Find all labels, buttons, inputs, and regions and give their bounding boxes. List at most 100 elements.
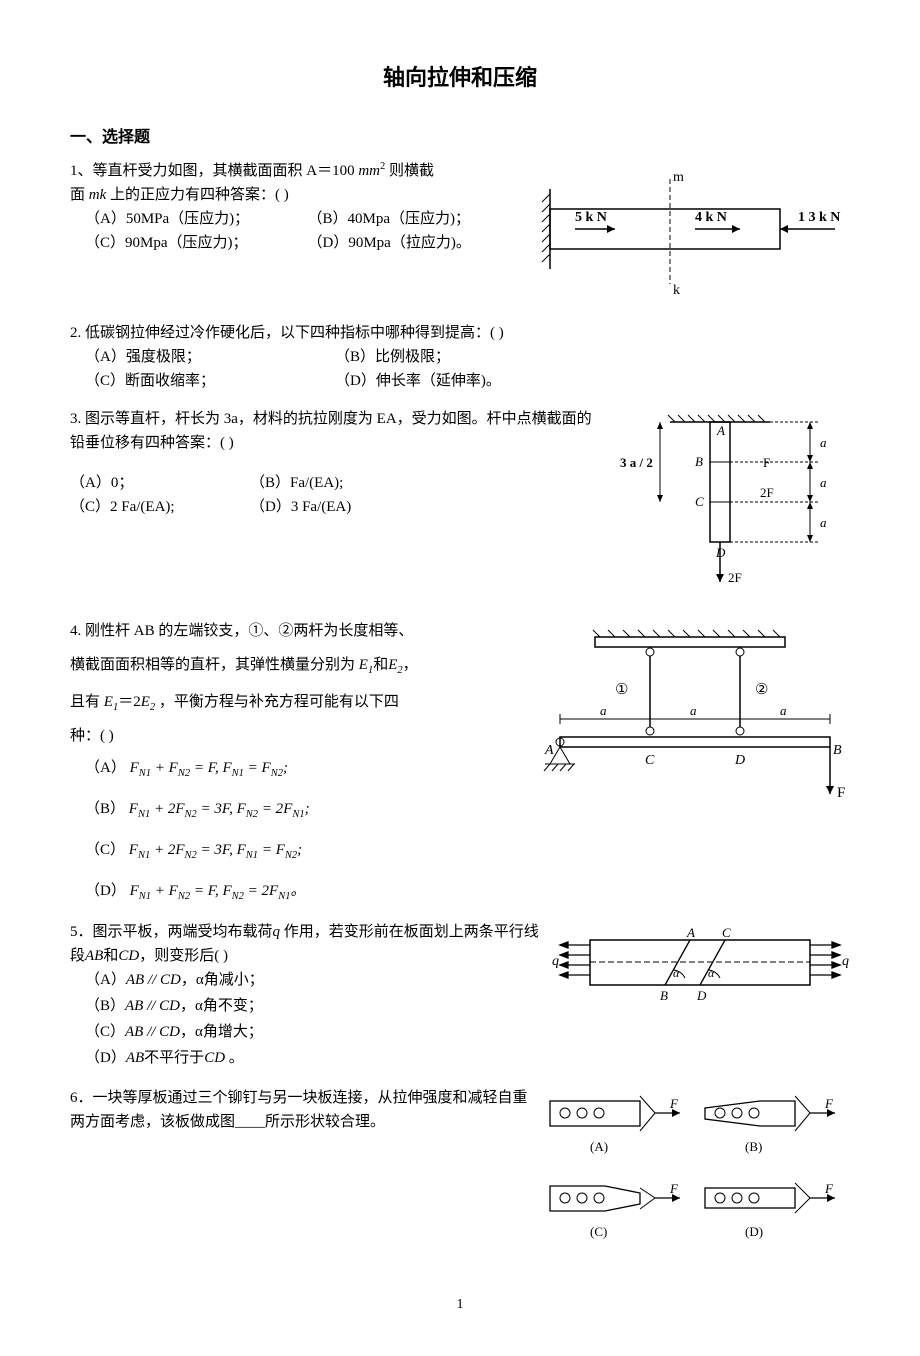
q4-optD: FN1 + FN2 = F, FN2 = 2FN1。 (130, 883, 306, 899)
q2-optD: （D）伸长率（延伸率)。 (335, 369, 585, 393)
q1-stem2: 面 (70, 187, 89, 203)
q4-end: ， (403, 657, 418, 673)
q5-B: B (660, 988, 668, 1003)
q4-e2: E (388, 657, 397, 673)
q5-cd: CD (118, 948, 139, 964)
q5-ab: AB (85, 948, 103, 964)
q4-optB-pre: （B） (85, 801, 125, 817)
q3-stem: 3. 图示等直杆，杆长为 3a，材料的抗拉刚度为 EA，受力如图。杆中点横截面的… (70, 407, 600, 455)
q4-a2: a (690, 703, 697, 718)
q3-optA: （A）0； (70, 471, 250, 495)
q4-mid: 和 (373, 657, 388, 673)
q1-figure: m k 5 k N 4 k N 1 3 k N (540, 159, 850, 307)
q3-2Fa: 2F (760, 485, 774, 500)
q6-figure: F (A) F (B) (540, 1086, 850, 1264)
q1-area-unit: mm (358, 163, 380, 179)
q1-optC: （C）90Mpa（压应力)； (85, 231, 308, 255)
q4-figure: ① ② A C D B (540, 619, 850, 827)
q3-dim: 3 a / 2 (620, 455, 653, 470)
q1-optB: （B）40Mpa（压应力)； (308, 207, 531, 231)
q4-optA: FN1 + FN2 = F, FN1 = FN2; (130, 760, 288, 776)
q6-labC: (C) (590, 1224, 607, 1239)
q1-fig-f1: 5 k N (575, 210, 607, 225)
q5-al1: α (673, 966, 680, 980)
q4-a3: a (780, 703, 787, 718)
question-6: 6．一块等厚板通过三个铆钉与另一块板连接，从拉伸强度和减轻自重两方面考虑，该板做… (70, 1086, 850, 1264)
q5-C: C (722, 925, 731, 940)
q1-optD: （D）90Mpa（拉应力)。 (308, 231, 531, 255)
q2-optA: （A）强度极限； (85, 345, 335, 369)
q4-C: C (645, 753, 655, 768)
q3-optC: （C）2 Fa/(EA); (70, 495, 250, 519)
q6-FA: F (669, 1096, 679, 1111)
q4-optC-pre: （C） (85, 842, 125, 858)
q4-one: ① (615, 682, 628, 698)
q4-a1: a (600, 703, 607, 718)
q4-A: A (544, 743, 554, 758)
section-heading: 一、选择题 (70, 125, 850, 151)
q5-qr: q (842, 954, 849, 969)
q5-figure: q q A C B D α α (550, 920, 850, 1023)
q6-FC: F (669, 1181, 679, 1196)
q1-fig-f3: 1 3 k N (798, 210, 840, 225)
question-3: 3. 图示等直杆，杆长为 3a，材料的抗拉刚度为 EA，受力如图。杆中点横截面的… (70, 407, 850, 605)
q2-optC: （C）断面收缩率； (85, 369, 335, 393)
q3-A: A (716, 423, 725, 438)
q3-a2: a (820, 475, 827, 490)
q5-optC: （C）AB // CD，α角增大； (85, 1020, 540, 1044)
q5-al2: α (708, 966, 715, 980)
q3-B: B (695, 454, 703, 469)
q4-B: B (833, 743, 842, 758)
q6-labB: (B) (745, 1139, 762, 1154)
q5-D: D (696, 988, 707, 1003)
q1-fig-k: k (673, 283, 680, 298)
q3-a3: a (820, 515, 827, 530)
q4-D: D (734, 753, 745, 768)
q5-stem1: 5．图示平板，两端受均布载荷 (70, 924, 273, 940)
q5-optB: （B）AB // CD，α角不变； (85, 994, 540, 1018)
q5-q: q (273, 924, 281, 940)
q4-s3e1: E (104, 694, 113, 710)
q4-optD-pre: （D） (85, 883, 126, 899)
q1-optA: （A）50MPa（压应力)； (85, 207, 308, 231)
q5-ql: q (552, 954, 559, 969)
q4-s3b: ，平衡方程与补充方程可能有以下四 (159, 694, 399, 710)
q4-F: F (837, 785, 845, 801)
q6-labA: (A) (590, 1139, 608, 1154)
q4-two: ② (755, 682, 768, 698)
q4-stem2: 横截面面积相等的直杆，其弹性横量分别为 (70, 657, 355, 673)
q4-optC: FN1 + 2FN2 = 3F, FN1 = FN2; (129, 842, 302, 858)
q3-optB: （B）Fa/(EA); (250, 471, 343, 495)
q1-stem1b: 则横截 (389, 163, 434, 179)
q5-end: ，则变形后( ) (139, 948, 228, 964)
q3-optD: （D）3 Fa/(EA) (250, 495, 351, 519)
q4-s3eq: ＝2 (118, 694, 141, 710)
q5-and: 和 (103, 948, 118, 964)
q3-C: C (695, 494, 704, 509)
q6-stem: 6．一块等厚板通过三个铆钉与另一块板连接，从拉伸强度和减轻自重两方面考虑，该板做… (70, 1086, 530, 1134)
q1-stem: 1、等直杆受力如图，其横截面面积 A＝100 (70, 163, 355, 179)
q2-optB: （B）比例极限； (335, 345, 585, 369)
q5-A: A (686, 925, 695, 940)
q4-e1: E (359, 657, 368, 673)
page-title: 轴向拉伸和压缩 (70, 60, 850, 95)
q6-labD: (D) (745, 1224, 763, 1239)
q1-stem2b: 上的正应力有四种答案：( ) (106, 187, 289, 203)
page-number: 1 (70, 1294, 850, 1316)
q3-2Fb: 2F (728, 570, 742, 585)
q4-s3s2: 2 (150, 702, 155, 713)
q3-figure: A B C D F 2F 2F 3 a / 2 (610, 407, 850, 605)
q3-a1: a (820, 435, 827, 450)
q4-s3e2: E (141, 694, 150, 710)
question-2: 2. 低碳钢拉伸经过冷作硬化后，以下四种指标中哪种得到提高：( ) （A）强度极… (70, 321, 850, 393)
q4-stem1: 4. 刚性杆 AB 的左端铰支，①、②两杆为长度相等、 (70, 619, 530, 643)
q1-area-exp: 2 (380, 161, 385, 172)
q6-FD: F (824, 1181, 834, 1196)
q6-FB: F (824, 1096, 834, 1111)
q1-fig-f2: 4 k N (695, 210, 727, 225)
q4-stem4: 种：( ) (70, 724, 530, 748)
q1-fig-m: m (673, 170, 684, 185)
q5-optD: （D）AB不平行于CD 。 (85, 1046, 540, 1070)
question-5: 5．图示平板，两端受均布载荷q 作用，若变形前在板面划上两条平行线段AB和CD，… (70, 920, 850, 1072)
q4-optA-pre: （A） (85, 760, 126, 776)
